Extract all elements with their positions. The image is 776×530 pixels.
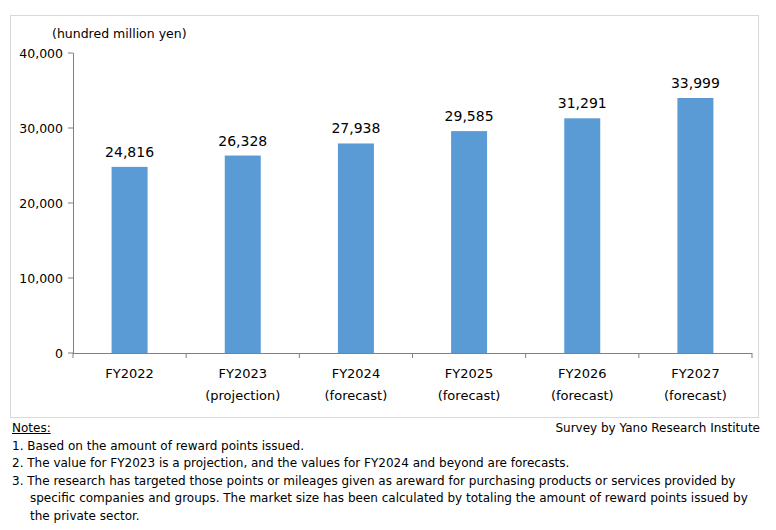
chart-frame (11, 16, 759, 418)
data-label: 27,938 (331, 120, 380, 136)
source: Survey by Yano Research Institute (555, 420, 760, 438)
x-tick-label: FY2023 (projection) (205, 366, 280, 403)
note: 3. The research has targeted those point… (12, 473, 764, 526)
bar (338, 143, 374, 353)
x-tick-label-line: FY2025 (445, 366, 494, 381)
x-tick (412, 353, 413, 358)
x-tick-label: FY2025 (forecast) (438, 366, 501, 403)
y-tick (68, 128, 73, 129)
notes-head: Notes: Survey by Yano Research Institute (12, 420, 764, 438)
bar (225, 156, 261, 353)
chart: (hundred million yen) 0 10,000 20,000 30,000… (0, 0, 776, 420)
y-tick-label: 40,000 (19, 46, 63, 61)
y-tick (68, 203, 73, 204)
x-tick-label-line: (forecast) (551, 388, 614, 403)
y-tick-label: 30,000 (19, 121, 63, 136)
y-axis (73, 53, 74, 353)
y-axis-label: (hundred million yen) (52, 26, 187, 41)
y-tick-label: 20,000 (19, 196, 63, 211)
y-tick-label: 10,000 (19, 271, 63, 286)
x-tick-label: FY2024 (forecast) (325, 366, 388, 403)
x-tick (186, 353, 187, 358)
x-tick-label: FY2022 (105, 366, 154, 381)
data-label: 29,585 (445, 108, 494, 124)
x-tick-label-line: (forecast) (325, 388, 388, 403)
page: {"chart_data": {"type": "bar", "y_label"… (0, 0, 776, 530)
x-tick (299, 353, 300, 358)
x-tick-label-line: (forecast) (438, 388, 501, 403)
note: 2. The value for FY2023 is a projection,… (12, 455, 764, 473)
x-tick-label: FY2026 (forecast) (551, 366, 614, 403)
bar (112, 167, 148, 353)
x-tick (752, 353, 753, 358)
bar (677, 98, 713, 353)
note: 1. Based on the amount of reward points … (12, 438, 764, 456)
x-tick (73, 353, 74, 358)
x-tick-label-line: FY2022 (105, 366, 154, 381)
bars (112, 98, 714, 353)
x-tick-label-line: FY2023 (218, 366, 267, 381)
data-label: 24,816 (105, 144, 154, 160)
x-tick-label-line: FY2026 (558, 366, 607, 381)
x-tick-label-line: FY2024 (332, 366, 381, 381)
x-tick-label: FY2027 (forecast) (664, 366, 727, 403)
y-tick (68, 278, 73, 279)
y-tick-label: 0 (55, 346, 63, 361)
x-tick-label-line: FY2027 (671, 366, 720, 381)
x-tick (525, 353, 526, 358)
data-label: 31,291 (558, 95, 607, 111)
x-tick-label-line: (forecast) (664, 388, 727, 403)
x-tick-label-line: (projection) (205, 388, 280, 403)
y-tick (68, 353, 73, 354)
notes: Notes: Survey by Yano Research Institute1… (12, 420, 764, 525)
data-label: 33,999 (671, 75, 720, 91)
data-label: 26,328 (218, 133, 267, 149)
notes-title: Notes: (12, 420, 51, 438)
bar (564, 118, 600, 353)
bar (451, 131, 487, 353)
x-tick (638, 353, 639, 358)
y-tick (68, 53, 73, 54)
